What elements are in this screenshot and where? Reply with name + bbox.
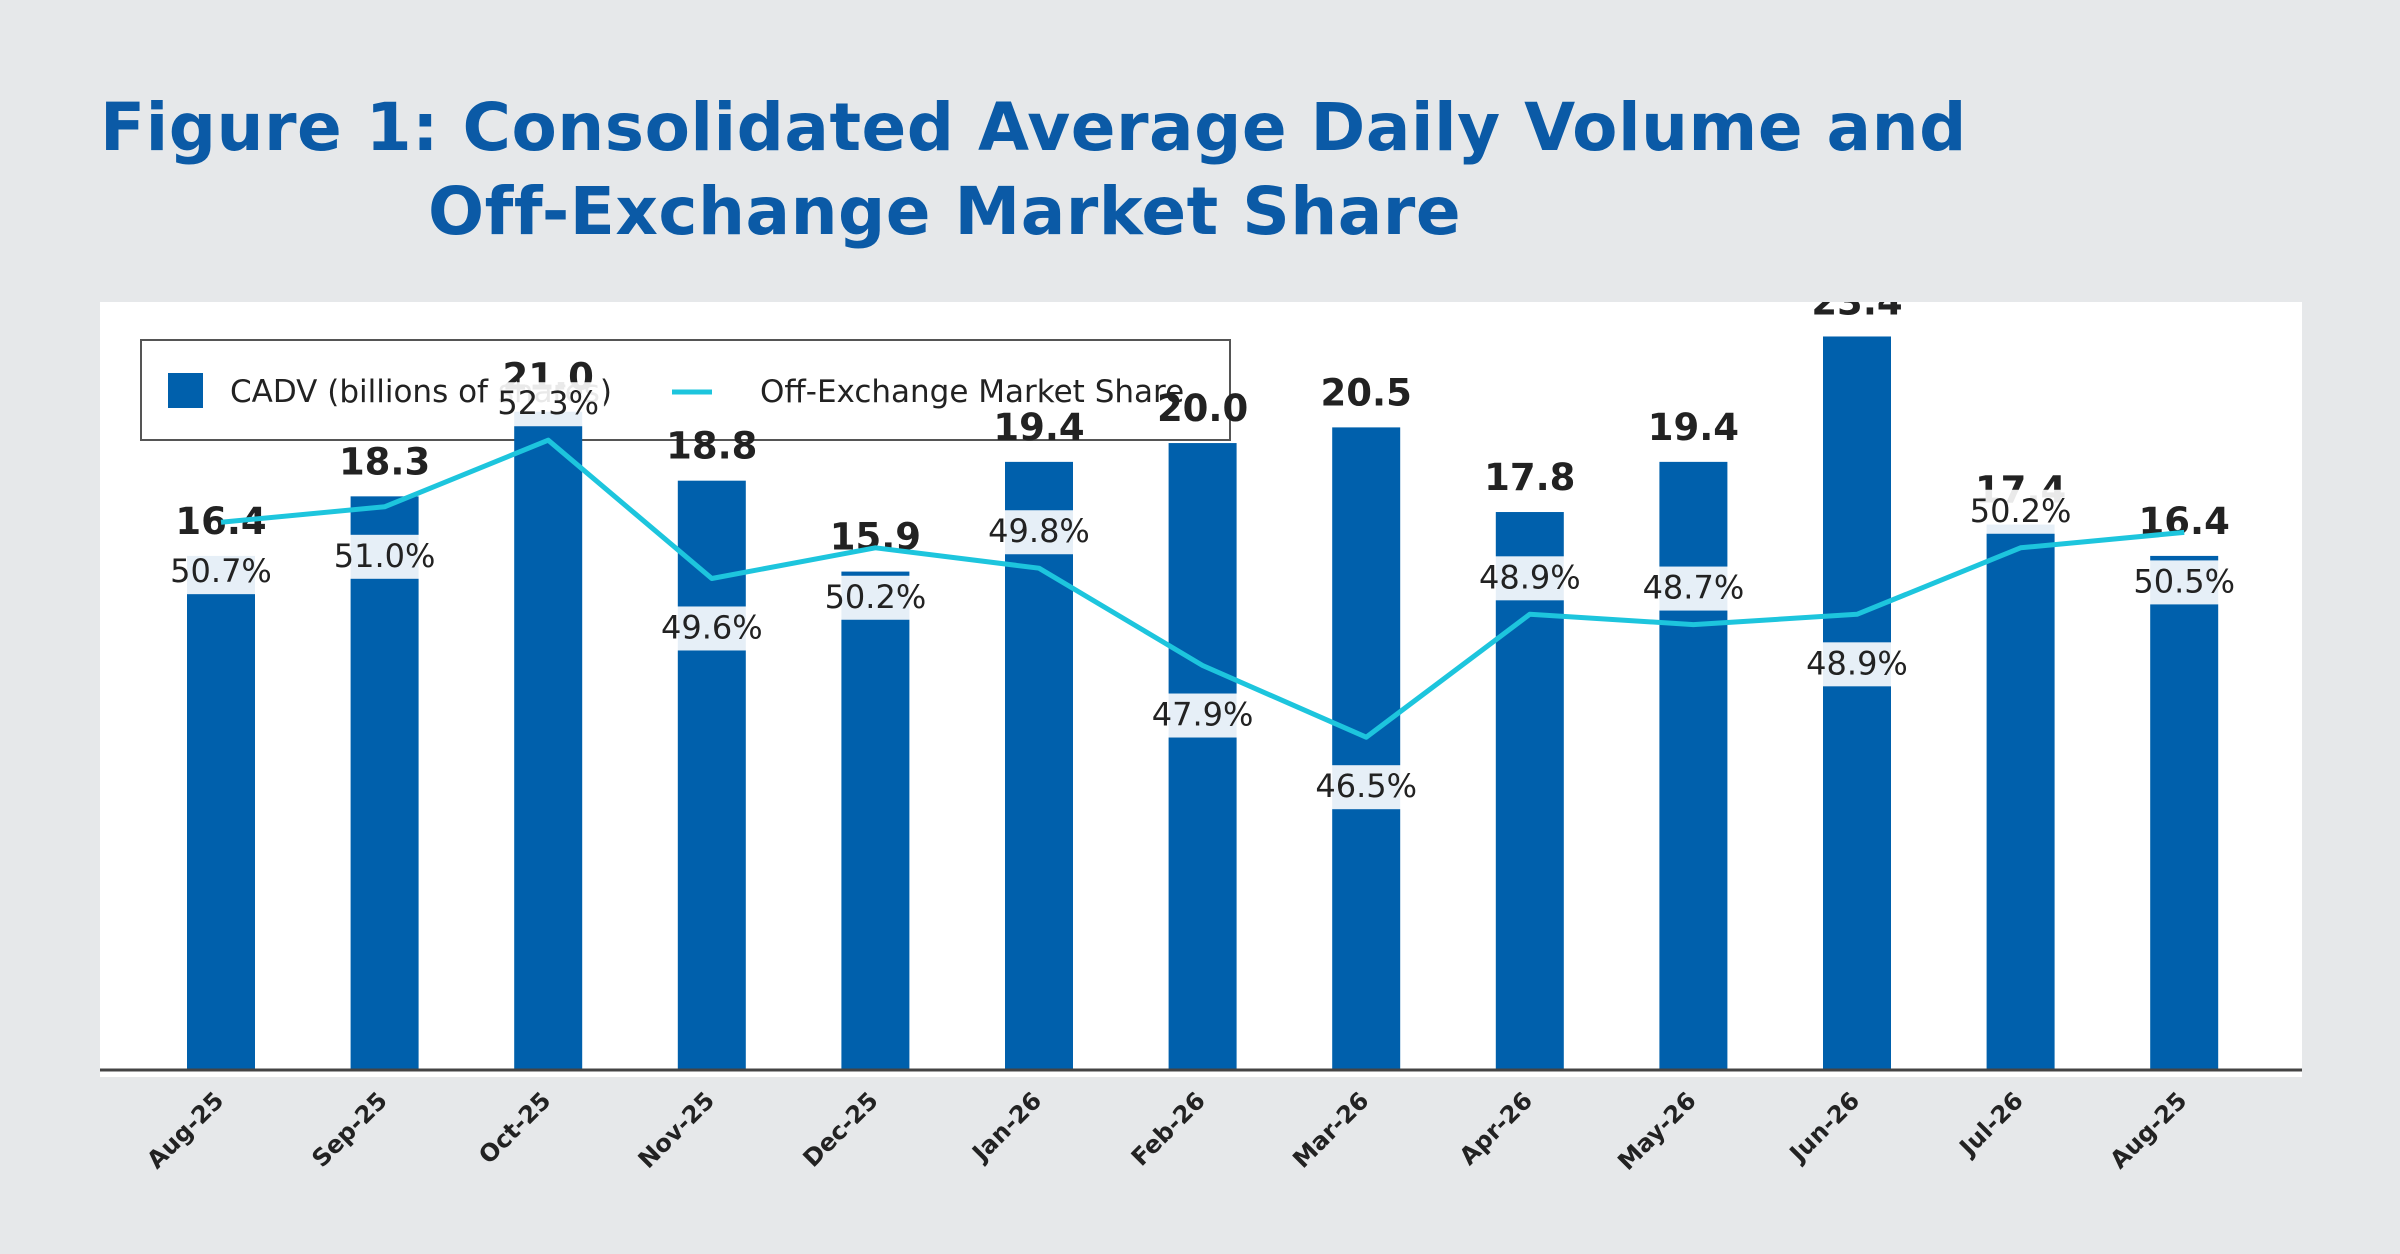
pct-label-bg-4 xyxy=(655,606,768,651)
bar-12 xyxy=(1986,524,2055,1070)
pct-label-bg-13 xyxy=(2128,560,2241,605)
x-tick-label-11: Jun-26 xyxy=(1783,1086,1865,1168)
pct-label-7: 47.9% xyxy=(1152,696,1254,734)
bar-value-label-2: 18.3 xyxy=(339,440,430,483)
bar-3 xyxy=(514,411,583,1070)
legend-frame xyxy=(140,339,1231,441)
pct-label-13: 50.5% xyxy=(2133,562,2235,600)
x-tick-label-10: May-26 xyxy=(1612,1086,1701,1175)
pct-label-10: 48.7% xyxy=(1643,569,1745,607)
pct-label-bg-2 xyxy=(328,534,441,579)
bar-5 xyxy=(841,571,910,1070)
pct-label-bg-3 xyxy=(492,382,605,427)
pct-label-3: 52.3% xyxy=(497,384,599,422)
bar-13 xyxy=(2150,555,2219,1070)
x-tick-label-1: Aug-25 xyxy=(141,1086,229,1174)
pct-label-bg-12 xyxy=(1964,489,2077,534)
chart-title-line-2: Off-Exchange Market Share xyxy=(428,173,1462,250)
bar-9 xyxy=(1495,512,1564,1070)
bar-value-label-4: 18.8 xyxy=(666,425,757,468)
combo-chart: CADV (billions of shares) Off-Exchange M… xyxy=(100,302,2302,1176)
pct-label-bg-10 xyxy=(1637,566,1750,611)
pct-label-bg-1 xyxy=(165,550,277,595)
pct-label-1: 50.7% xyxy=(170,552,272,590)
x-tick-label-6: Jan-26 xyxy=(966,1086,1048,1168)
pct-label-2: 51.0% xyxy=(334,537,436,575)
pct-label-12: 50.2% xyxy=(1970,492,2072,530)
bar-value-label-8: 20.5 xyxy=(1321,371,1412,414)
pct-label-4: 49.6% xyxy=(661,608,763,646)
x-tick-label-13: Aug-25 xyxy=(2105,1086,2193,1174)
bar-2 xyxy=(350,496,419,1070)
x-tick-label-8: Mar-26 xyxy=(1287,1086,1374,1173)
x-tick-label-4: Nov-25 xyxy=(633,1086,720,1173)
bar-value-label-9: 17.8 xyxy=(1484,456,1575,499)
pct-label-11: 48.9% xyxy=(1806,644,1908,682)
bar-value-label-7: 20.0 xyxy=(1157,387,1248,430)
pct-label-bg-6 xyxy=(983,510,1095,555)
market-share-line xyxy=(220,437,2185,740)
bar-7 xyxy=(1168,443,1237,1070)
pct-label-8: 46.5% xyxy=(1315,767,1417,805)
bar-4 xyxy=(677,480,746,1070)
bar-1 xyxy=(187,555,255,1070)
chart-title-line-1: Figure 1: Consolidated Average Daily Vol… xyxy=(100,89,1967,166)
pct-label-bg-11 xyxy=(1801,642,1913,687)
bar-value-label-6: 19.4 xyxy=(993,406,1084,449)
x-tick-label-12: Jul-26 xyxy=(1953,1086,2029,1162)
x-tick-label-2: Sep-25 xyxy=(306,1086,392,1172)
pct-label-6: 49.8% xyxy=(988,512,1090,550)
bar-10 xyxy=(1659,461,1728,1070)
pct-label-9: 48.9% xyxy=(1479,558,1581,596)
x-tick-label-9: Apr-26 xyxy=(1454,1086,1538,1170)
bar-value-label-11: 23.4 xyxy=(1811,302,1902,323)
pct-label-bg-8 xyxy=(1310,765,1423,810)
x-tick-label-7: Feb-26 xyxy=(1126,1086,1211,1171)
bar-11 xyxy=(1823,336,1891,1070)
bar-value-label-10: 19.4 xyxy=(1648,406,1739,449)
pct-label-bg-7 xyxy=(1146,693,1259,738)
pct-label-5: 50.2% xyxy=(825,578,927,616)
pct-label-bg-5 xyxy=(819,575,932,620)
x-tick-label-3: Oct-25 xyxy=(473,1086,556,1169)
legend-swatch-bars xyxy=(168,373,203,408)
x-tick-label-5: Dec-25 xyxy=(798,1086,884,1172)
bar-8 xyxy=(1332,427,1401,1070)
pct-label-bg-9 xyxy=(1473,556,1586,601)
legend-label-line: Off-Exchange Market Share xyxy=(760,374,1184,410)
